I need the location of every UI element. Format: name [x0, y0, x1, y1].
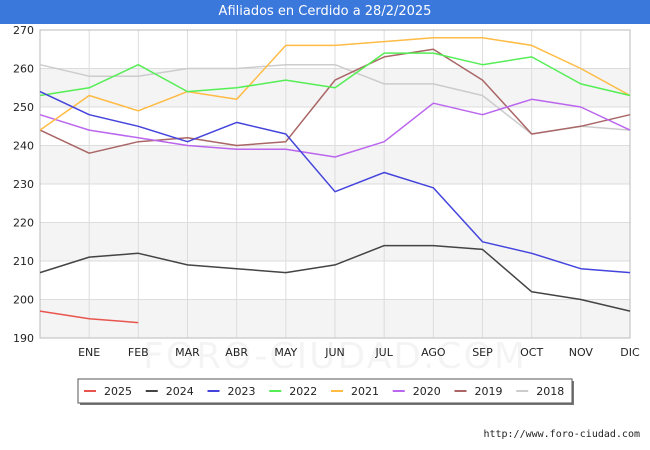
- series-line-2020: [39, 98, 631, 158]
- series-line-2025: [39, 310, 139, 324]
- y-axis-ticks: 190 200 210 220 230 240 250 260 270: [13, 24, 34, 345]
- series-line-2023: [39, 90, 631, 274]
- plot-border: [39, 29, 631, 339]
- x-tick-label: ENE: [78, 346, 100, 359]
- chart-title: Afiliados en Cerdido a 28/2/2025: [0, 0, 650, 24]
- y-tick-label: 190: [13, 332, 34, 345]
- x-tick-label: MAR: [175, 346, 200, 359]
- x-tick-label: NOV: [569, 346, 594, 359]
- x-tick-label: DIC: [620, 346, 640, 359]
- x-tick-label: OCT: [520, 346, 543, 359]
- watermark: FORO-CIUDAD.COM: [143, 336, 527, 377]
- x-tick-label: FEB: [128, 346, 149, 359]
- legend-box: [77, 378, 573, 404]
- legend-label-2022: 2022: [289, 385, 317, 398]
- legend-label-2019: 2019: [475, 385, 503, 398]
- series-line-2022: [39, 52, 631, 97]
- y-tick-label: 210: [13, 255, 34, 268]
- legend-label-2021: 2021: [351, 385, 379, 398]
- series-lines: [39, 36, 631, 324]
- x-tick-label: SEP: [472, 346, 493, 359]
- y-tick-label: 200: [13, 294, 34, 307]
- legend-label-2025: 2025: [104, 385, 132, 398]
- legend-label-2018: 2018: [536, 385, 564, 398]
- x-tick-label: AGO: [421, 346, 446, 359]
- x-tick-label: JUL: [374, 346, 393, 359]
- x-axis-ticks: ENE FEB MAR ABR MAY JUN JUL AGO SEP OCT NOV DIC: [78, 346, 640, 359]
- x-tick-label: JUN: [324, 346, 345, 359]
- legend-label-2023: 2023: [228, 385, 256, 398]
- legend-label-2020: 2020: [413, 385, 441, 398]
- series-line-2024: [39, 244, 631, 312]
- y-tick-label: 230: [13, 178, 34, 191]
- series-line-2021: [39, 36, 631, 131]
- x-tick-label: MAY: [274, 346, 297, 359]
- y-tick-label: 270: [13, 24, 34, 37]
- series-line-2019: [39, 48, 631, 154]
- legend-label-2024: 2024: [166, 385, 194, 398]
- y-tick-label: 240: [13, 140, 34, 153]
- grid-lines: [39, 29, 631, 339]
- footer-url: http://www.foro-ciudad.com: [483, 429, 640, 440]
- y-tick-label: 260: [13, 63, 34, 76]
- x-tick-label: ABR: [225, 346, 248, 359]
- y-tick-label: 220: [13, 217, 34, 230]
- y-tick-label: 250: [13, 101, 34, 114]
- legend: 2025 2024 2023 2022 2021 2020 2019 2018: [77, 378, 574, 405]
